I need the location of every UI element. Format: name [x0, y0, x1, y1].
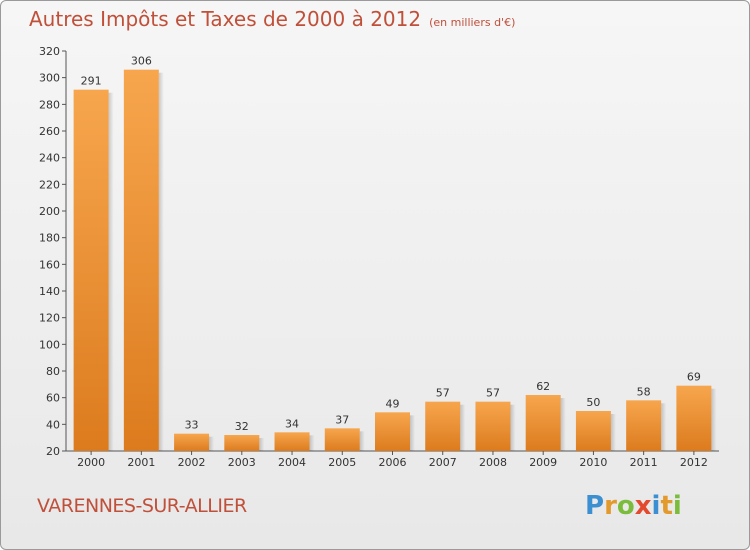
- x-tick-label: 2005: [328, 456, 356, 469]
- bar: [475, 401, 511, 451]
- brand-letter: r: [604, 491, 617, 521]
- data-label: 57: [436, 387, 450, 400]
- bar: [525, 395, 561, 451]
- bar-shadow: [309, 435, 315, 451]
- place-name: VARENNES-SUR-ALLIER: [37, 495, 247, 517]
- y-tick-label: 220: [39, 178, 60, 191]
- bar-shadow: [158, 72, 164, 452]
- data-label: 58: [637, 385, 651, 398]
- bar-shadow: [209, 436, 215, 451]
- data-label: 62: [536, 380, 550, 393]
- brand-letter: o: [616, 491, 635, 521]
- data-label: 291: [81, 75, 102, 88]
- y-tick-label: 20: [46, 445, 60, 458]
- bar-shadow: [510, 404, 516, 451]
- chart-title-text: Autres Impôts et Taxes de 2000 à 2012: [29, 7, 422, 31]
- bar: [626, 400, 662, 451]
- x-tick-label: 2004: [278, 456, 306, 469]
- data-label: 34: [285, 417, 299, 430]
- x-tick-label: 2007: [429, 456, 457, 469]
- x-tick-label: 2006: [379, 456, 407, 469]
- data-label: 33: [185, 419, 199, 432]
- bar-shadow: [410, 415, 415, 451]
- bar-shadow: [711, 388, 717, 451]
- x-tick-label: 2001: [127, 456, 155, 469]
- x-tick-label: 2009: [529, 456, 557, 469]
- y-tick-label: 120: [39, 312, 60, 325]
- y-tick-label: 240: [39, 152, 60, 165]
- y-tick-label: 160: [39, 258, 60, 271]
- x-tick-label: 2008: [479, 456, 507, 469]
- chart-unit: (en milliers d'€): [429, 16, 516, 29]
- x-tick-label: 2010: [579, 456, 607, 469]
- bar-shadow: [560, 398, 566, 451]
- bar: [375, 412, 410, 451]
- y-tick-label: 180: [39, 232, 60, 245]
- bar: [73, 89, 109, 452]
- data-label: 32: [235, 420, 249, 433]
- y-tick-label: 60: [46, 392, 60, 405]
- bar-shadow: [259, 438, 265, 451]
- axes: 20 40 60 80 100 120 140 160 180 200 220 240 260 280 30…: [39, 45, 719, 469]
- brand-letter: i: [651, 491, 661, 521]
- data-label: 37: [335, 413, 349, 426]
- bar: [174, 433, 210, 451]
- data-label: 69: [687, 371, 701, 384]
- y-tick-label: 80: [46, 365, 60, 378]
- y-tick-label: 260: [39, 125, 60, 138]
- x-tick-label: 2012: [680, 456, 708, 469]
- data-label: 50: [586, 396, 600, 409]
- bar-shadow: [359, 431, 365, 451]
- labels: 291 306 33 32 34 37 49 57 57 62 50 58 69: [81, 55, 701, 433]
- bar: [575, 411, 611, 451]
- bar-shadow: [108, 92, 114, 452]
- bars: [73, 69, 717, 452]
- brand-letter: x: [634, 491, 652, 521]
- brand-letter: P: [585, 491, 605, 521]
- bar-shadow: [610, 414, 616, 451]
- y-tick-label: 320: [39, 45, 60, 58]
- chart-title: Autres Impôts et Taxes de 2000 à 2012 (en…: [29, 7, 515, 31]
- bar: [224, 435, 260, 451]
- y-tick-label: 140: [39, 285, 60, 298]
- bar: [425, 401, 461, 451]
- y-tick-label: 40: [46, 418, 60, 431]
- x-tick-label: 2011: [630, 456, 658, 469]
- brand-letter: t: [660, 491, 673, 521]
- y-tick-label: 200: [39, 205, 60, 218]
- x-tick-label: 2002: [178, 456, 206, 469]
- data-label: 57: [486, 387, 500, 400]
- x-tick-label: 2003: [228, 456, 256, 469]
- bar: [324, 428, 360, 451]
- bar: [274, 432, 310, 451]
- bar: [676, 385, 712, 451]
- data-label: 306: [131, 55, 152, 68]
- data-label: 49: [386, 397, 400, 410]
- bar-shadow: [661, 403, 667, 451]
- x-tick-label: 2000: [77, 456, 105, 469]
- bar: [123, 69, 159, 452]
- bar-shadow: [460, 404, 466, 451]
- y-tick-label: 300: [39, 72, 60, 85]
- y-tick-label: 100: [39, 338, 60, 351]
- brand-letter: i: [672, 491, 682, 521]
- brand-logo: Proxiti: [585, 491, 682, 521]
- y-tick-label: 280: [39, 98, 60, 111]
